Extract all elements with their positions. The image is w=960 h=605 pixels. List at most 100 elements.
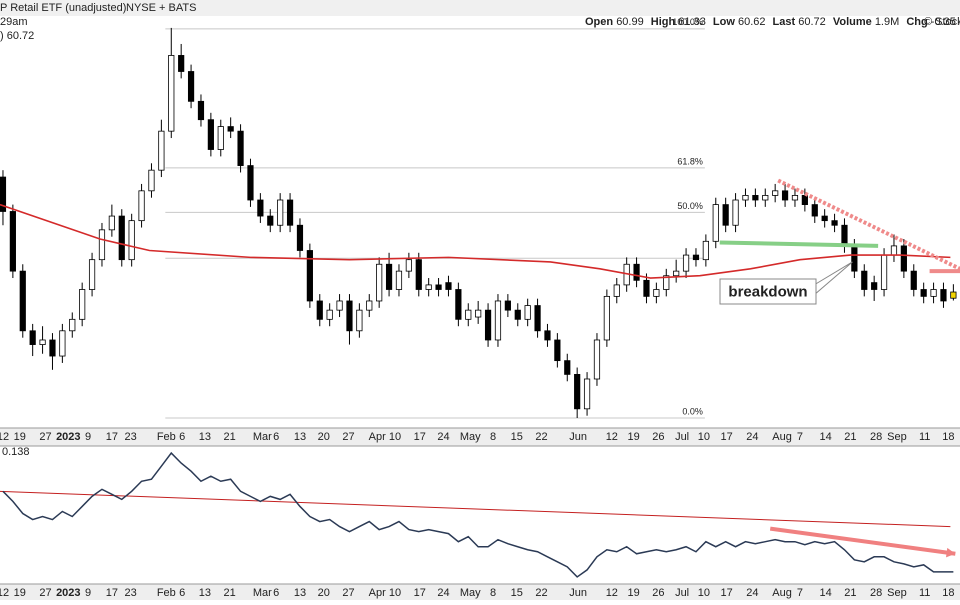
fib-label: 61.8% bbox=[677, 156, 703, 166]
candle-body bbox=[692, 254, 700, 261]
candle-body bbox=[356, 309, 363, 332]
ohlc-label: Last bbox=[773, 16, 796, 28]
candle-body bbox=[465, 309, 472, 320]
x-tick-label: Mar bbox=[253, 587, 272, 599]
candle-body bbox=[395, 270, 403, 290]
x-tick-label: 15 bbox=[511, 431, 523, 443]
ohlc-value: 60.62 bbox=[738, 16, 766, 28]
x-tick-label: Jun bbox=[569, 587, 587, 599]
x-tick-label: 9 bbox=[85, 587, 91, 599]
candle-body bbox=[534, 305, 541, 332]
candle-body bbox=[376, 263, 383, 302]
candle-body bbox=[59, 330, 66, 357]
candle-body bbox=[801, 195, 808, 205]
ohlc-value: 1.9M bbox=[875, 16, 899, 28]
candle-body bbox=[475, 309, 482, 318]
x-tick-label: Mar bbox=[253, 431, 272, 443]
ohlc-label: Volume bbox=[833, 16, 872, 28]
candle-body bbox=[940, 289, 947, 302]
x-tick-label: 6 bbox=[273, 431, 279, 443]
candle-body bbox=[455, 289, 462, 320]
fib-label: 100.0% bbox=[672, 17, 703, 27]
candle-body bbox=[762, 195, 769, 201]
candle-body bbox=[108, 215, 115, 231]
candle-body bbox=[484, 309, 492, 341]
x-tick-label: 24 bbox=[746, 431, 758, 443]
x-tick-label: 11 bbox=[919, 431, 930, 443]
candle-body bbox=[415, 259, 422, 290]
x-tick-label: 24 bbox=[746, 587, 758, 599]
x-tick-label: 7 bbox=[797, 587, 803, 599]
candle-body bbox=[98, 229, 106, 261]
candle-body bbox=[861, 270, 868, 290]
x-tick-label: 17 bbox=[721, 587, 733, 599]
x-tick-label: May bbox=[460, 587, 481, 599]
x-tick-label: 12 bbox=[0, 431, 9, 443]
candle-body bbox=[138, 190, 145, 222]
x-tick-label: 19 bbox=[14, 431, 26, 443]
candle-body bbox=[425, 284, 432, 290]
candle-body bbox=[9, 211, 16, 272]
x-tick-label: 14 bbox=[820, 431, 832, 443]
header-bar bbox=[0, 0, 960, 16]
x-tick-label: 28 bbox=[870, 431, 882, 443]
x-tick-label: 20 bbox=[318, 431, 330, 443]
x-tick-label: Apr bbox=[369, 587, 386, 599]
candle-body bbox=[910, 270, 917, 290]
header-exchange: NYSE + BATS bbox=[126, 2, 196, 14]
x-tick-label: 2023 bbox=[56, 587, 80, 599]
x-tick-label: Feb bbox=[157, 431, 176, 443]
x-tick-label: 6 bbox=[179, 587, 185, 599]
x-tick-label: 23 bbox=[125, 587, 137, 599]
candle-body bbox=[286, 199, 294, 226]
x-tick-label: 27 bbox=[342, 587, 354, 599]
x-tick-label: 20 bbox=[318, 587, 330, 599]
candle-body bbox=[574, 374, 581, 410]
x-tick-label: 12 bbox=[606, 587, 618, 599]
watermark: © StockC bbox=[924, 16, 960, 28]
candle-body bbox=[920, 289, 927, 297]
legend-value: 60.72 bbox=[7, 30, 35, 42]
x-tick-label: 6 bbox=[179, 431, 185, 443]
candle-body bbox=[336, 300, 343, 311]
candle-body bbox=[673, 270, 680, 277]
x-tick-label: 21 bbox=[224, 587, 236, 599]
header-title: P Retail ETF (unadjusted) bbox=[0, 2, 126, 14]
ratio-label: 0.138 bbox=[2, 446, 30, 458]
x-tick-label: 13 bbox=[199, 431, 211, 443]
x-tick-label: Sep bbox=[887, 587, 907, 599]
x-tick-label: Feb bbox=[157, 587, 176, 599]
candle-body bbox=[257, 199, 264, 217]
candle-body bbox=[712, 204, 719, 242]
candle-body bbox=[69, 318, 76, 332]
candle-body bbox=[732, 199, 739, 226]
candle-body bbox=[168, 55, 175, 132]
candle-body bbox=[524, 305, 531, 320]
ohlc-label: Open bbox=[585, 16, 613, 28]
candle-body bbox=[19, 270, 26, 332]
candle-body bbox=[633, 263, 640, 281]
x-tick-label: 13 bbox=[294, 587, 306, 599]
arrow-line bbox=[769, 526, 956, 556]
sma-line bbox=[0, 203, 951, 279]
candle-body bbox=[435, 284, 442, 290]
candle-body bbox=[296, 224, 304, 251]
candle-body bbox=[346, 300, 353, 332]
x-tick-label: 10 bbox=[389, 431, 401, 443]
x-tick-label: Jul bbox=[675, 587, 689, 599]
candle-body bbox=[781, 190, 789, 201]
candle-body bbox=[128, 220, 135, 261]
x-tick-label: Aug bbox=[772, 587, 792, 599]
candle-body bbox=[742, 195, 749, 201]
x-tick-label: 11 bbox=[919, 587, 930, 599]
header-time: 29am bbox=[0, 16, 28, 28]
candle-body bbox=[306, 250, 313, 302]
x-tick-label: 26 bbox=[652, 431, 664, 443]
ohlc-label: Low bbox=[713, 16, 735, 28]
candle-body bbox=[247, 165, 254, 201]
candle-body bbox=[267, 215, 274, 226]
candle-body bbox=[564, 360, 571, 375]
ohlc-value: 60.99 bbox=[616, 16, 644, 28]
candle-body bbox=[752, 195, 759, 201]
